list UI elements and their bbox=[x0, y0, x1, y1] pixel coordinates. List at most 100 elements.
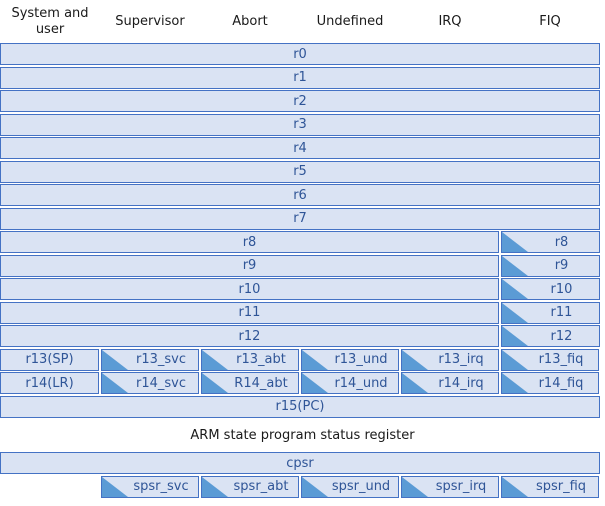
register-label: spsr_und bbox=[331, 479, 391, 494]
register-label: r11 bbox=[550, 305, 573, 320]
register-r3: r3 bbox=[0, 113, 600, 136]
mode-header-0: System and user bbox=[11, 6, 89, 37]
register-label: r14_und bbox=[334, 375, 388, 391]
register-label: r6 bbox=[293, 187, 307, 203]
register-label: r11 bbox=[238, 305, 261, 320]
register-spsr_abt: spsr_abt bbox=[201, 475, 299, 498]
mode-header-2: Abort bbox=[232, 14, 268, 29]
register-banked-1-3: r14_und bbox=[301, 372, 399, 394]
register-banked-0-2: r13_abt bbox=[201, 348, 299, 371]
register-label: r4 bbox=[293, 140, 307, 156]
register-r12-fiq: r12 bbox=[501, 325, 600, 347]
banked-marker-icon bbox=[202, 373, 228, 393]
register-banked-0-5: r13_fiq bbox=[501, 348, 599, 371]
banked-marker-icon bbox=[502, 326, 528, 346]
register-label: r13(SP) bbox=[25, 352, 74, 367]
register-banked-0-0: r13(SP) bbox=[0, 348, 99, 371]
register-r6: r6 bbox=[0, 184, 600, 206]
banked-marker-icon bbox=[102, 373, 128, 393]
banked-marker-icon bbox=[502, 373, 528, 393]
register-label: r7 bbox=[293, 211, 307, 226]
register-label: r13_irq bbox=[438, 352, 484, 367]
banked-marker-icon bbox=[302, 349, 328, 370]
register-label: spsr_svc bbox=[133, 479, 189, 494]
banked-marker-icon bbox=[302, 476, 328, 497]
mode-header-5: FIQ bbox=[539, 14, 561, 29]
banked-marker-icon bbox=[202, 349, 228, 370]
register-label: r5 bbox=[293, 164, 307, 179]
register-r4: r4 bbox=[0, 137, 600, 159]
register-label: r8 bbox=[554, 234, 569, 250]
register-label: r12 bbox=[550, 328, 573, 344]
banked-marker-icon bbox=[102, 476, 128, 497]
register-label: r9 bbox=[242, 258, 257, 273]
mode-header-4: IRQ bbox=[438, 14, 462, 29]
register-label: r14(LR) bbox=[25, 375, 74, 391]
psr-section-label: ARM state program status register bbox=[190, 428, 415, 443]
register-banked-0-3: r13_und bbox=[301, 348, 399, 371]
banked-marker-icon bbox=[502, 476, 528, 497]
register-label: r14_irq bbox=[438, 375, 484, 391]
banked-marker-icon bbox=[102, 349, 128, 370]
register-r11-shared: r11 bbox=[0, 301, 499, 324]
register-banked-1-5: r14_fiq bbox=[501, 372, 599, 394]
register-r5: r5 bbox=[0, 160, 600, 183]
register-r9-fiq: r9 bbox=[501, 254, 600, 277]
register-r12-shared: r12 bbox=[0, 325, 499, 347]
register-label: r15(PC) bbox=[275, 399, 325, 414]
register-label: r14_fiq bbox=[538, 375, 584, 391]
register-banked-1-2: R14_abt bbox=[201, 372, 299, 394]
register-label: r12 bbox=[238, 328, 261, 344]
register-label: r13_und bbox=[334, 352, 388, 367]
banked-marker-icon bbox=[502, 349, 528, 370]
register-label: r1 bbox=[293, 70, 307, 85]
register-banked-1-4: r14_irq bbox=[401, 372, 499, 394]
register-spsr_und: spsr_und bbox=[301, 475, 399, 498]
register-label: R14_abt bbox=[234, 375, 288, 391]
mode-header-3: Undefined bbox=[316, 14, 384, 29]
register-label: r9 bbox=[554, 258, 569, 273]
register-r2: r2 bbox=[0, 90, 600, 112]
register-label: r13_svc bbox=[135, 352, 186, 367]
register-label: r13_fiq bbox=[538, 352, 584, 367]
banked-marker-icon bbox=[502, 255, 528, 276]
register-label: r13_abt bbox=[236, 352, 286, 367]
banked-marker-icon bbox=[402, 373, 428, 393]
register-r11-fiq: r11 bbox=[501, 301, 600, 324]
register-spsr_svc: spsr_svc bbox=[101, 475, 199, 498]
register-label: r0 bbox=[293, 46, 307, 62]
banked-marker-icon bbox=[502, 302, 528, 323]
register-label: r3 bbox=[293, 117, 307, 132]
register-r7: r7 bbox=[0, 207, 600, 230]
banked-marker-icon bbox=[402, 476, 428, 497]
register-spsr_fiq: spsr_fiq bbox=[501, 475, 599, 498]
register-label: cpsr bbox=[286, 455, 314, 471]
register-label: r8 bbox=[242, 234, 257, 250]
register-r9-shared: r9 bbox=[0, 254, 499, 277]
register-r0: r0 bbox=[0, 43, 600, 65]
register-label: spsr_fiq bbox=[535, 479, 587, 494]
register-label: r10 bbox=[238, 281, 261, 297]
banked-marker-icon bbox=[302, 373, 328, 393]
register-cpsr: cpsr bbox=[0, 452, 600, 474]
register-label: r14_svc bbox=[135, 375, 186, 391]
register-banked-1-0: r14(LR) bbox=[0, 372, 99, 394]
register-r10-shared: r10 bbox=[0, 278, 499, 300]
mode-header-1: Supervisor bbox=[115, 14, 185, 29]
banked-marker-icon bbox=[502, 279, 528, 299]
register-label: spsr_irq bbox=[435, 479, 487, 494]
register-pc: r15(PC) bbox=[0, 395, 600, 418]
register-banked-0-1: r13_svc bbox=[101, 348, 199, 371]
register-r8-shared: r8 bbox=[0, 231, 499, 253]
register-r8-fiq: r8 bbox=[501, 231, 600, 253]
register-banked-0-4: r13_irq bbox=[401, 348, 499, 371]
register-r1: r1 bbox=[0, 66, 600, 89]
banked-marker-icon bbox=[402, 349, 428, 370]
register-banked-1-1: r14_svc bbox=[101, 372, 199, 394]
register-spsr_irq: spsr_irq bbox=[401, 475, 499, 498]
register-r10-fiq: r10 bbox=[501, 278, 600, 300]
banked-marker-icon bbox=[502, 232, 528, 252]
register-label: spsr_abt bbox=[233, 479, 289, 494]
register-label: r2 bbox=[293, 93, 307, 109]
register-label: r10 bbox=[550, 281, 573, 297]
